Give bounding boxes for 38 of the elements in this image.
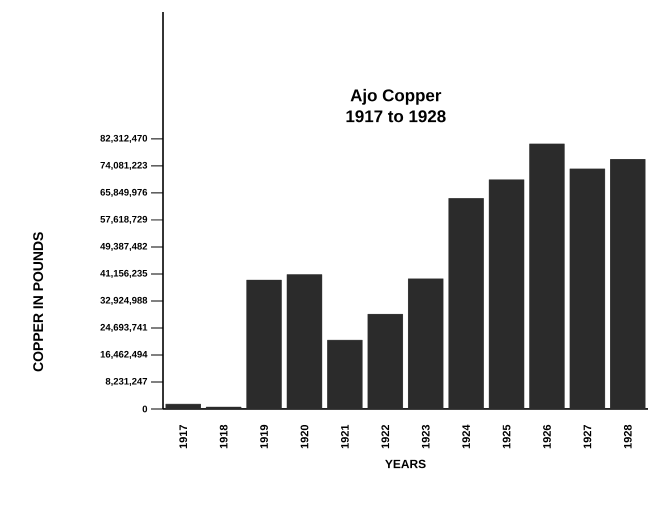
bar — [488, 179, 524, 409]
bar — [448, 198, 484, 409]
x-tick-label: 1920 — [300, 424, 308, 448]
x-tick-label: 1923 — [422, 424, 430, 448]
text: 1917 to 1928 — [346, 110, 446, 122]
bar — [327, 340, 363, 409]
x-tick-label: 1918 — [220, 424, 228, 448]
y-tick-label: 41,156,235 — [100, 270, 148, 278]
y-axis-title: COPPER IN POUNDS — [33, 232, 44, 372]
x-tick-label: 1926 — [543, 424, 551, 448]
y-tick-label: 32,924,988 — [100, 296, 148, 305]
x-tick-label: 1919 — [260, 424, 268, 448]
x-tick-label: 1928 — [624, 424, 632, 448]
y-tick-label: 16,462,494 — [100, 350, 148, 360]
x-tick-label: 1925 — [502, 424, 510, 448]
bar — [246, 280, 282, 409]
x-tick-label: 1927 — [584, 424, 592, 448]
bar — [368, 314, 403, 409]
x-tick-label: 1921 — [341, 424, 349, 448]
x-tick-label: 1917 — [179, 424, 188, 448]
bar — [408, 278, 444, 409]
y-tick-label: 65,849,976 — [100, 188, 148, 197]
y-tick-label: 0 — [142, 406, 148, 412]
y-tick-label: 49,387,482 — [100, 242, 148, 251]
bar — [529, 144, 565, 409]
x-axis-title: YEARS — [385, 460, 426, 468]
x-tick-label: 1922 — [381, 424, 390, 448]
bar — [286, 274, 322, 409]
text: Ajo Copper — [350, 88, 442, 105]
y-tick-label: 82,312,470 — [100, 134, 148, 143]
bar — [166, 404, 201, 409]
bar — [570, 168, 606, 409]
y-tick-label: 24,693,741 — [100, 324, 148, 332]
y-tick-label: 8,231,247 — [106, 378, 148, 386]
y-tick-label: 57,618,729 — [100, 216, 148, 224]
bar — [610, 159, 646, 409]
x-tick-label: 1924 — [462, 424, 470, 448]
y-tick-label: 74,081,223 — [100, 162, 148, 170]
